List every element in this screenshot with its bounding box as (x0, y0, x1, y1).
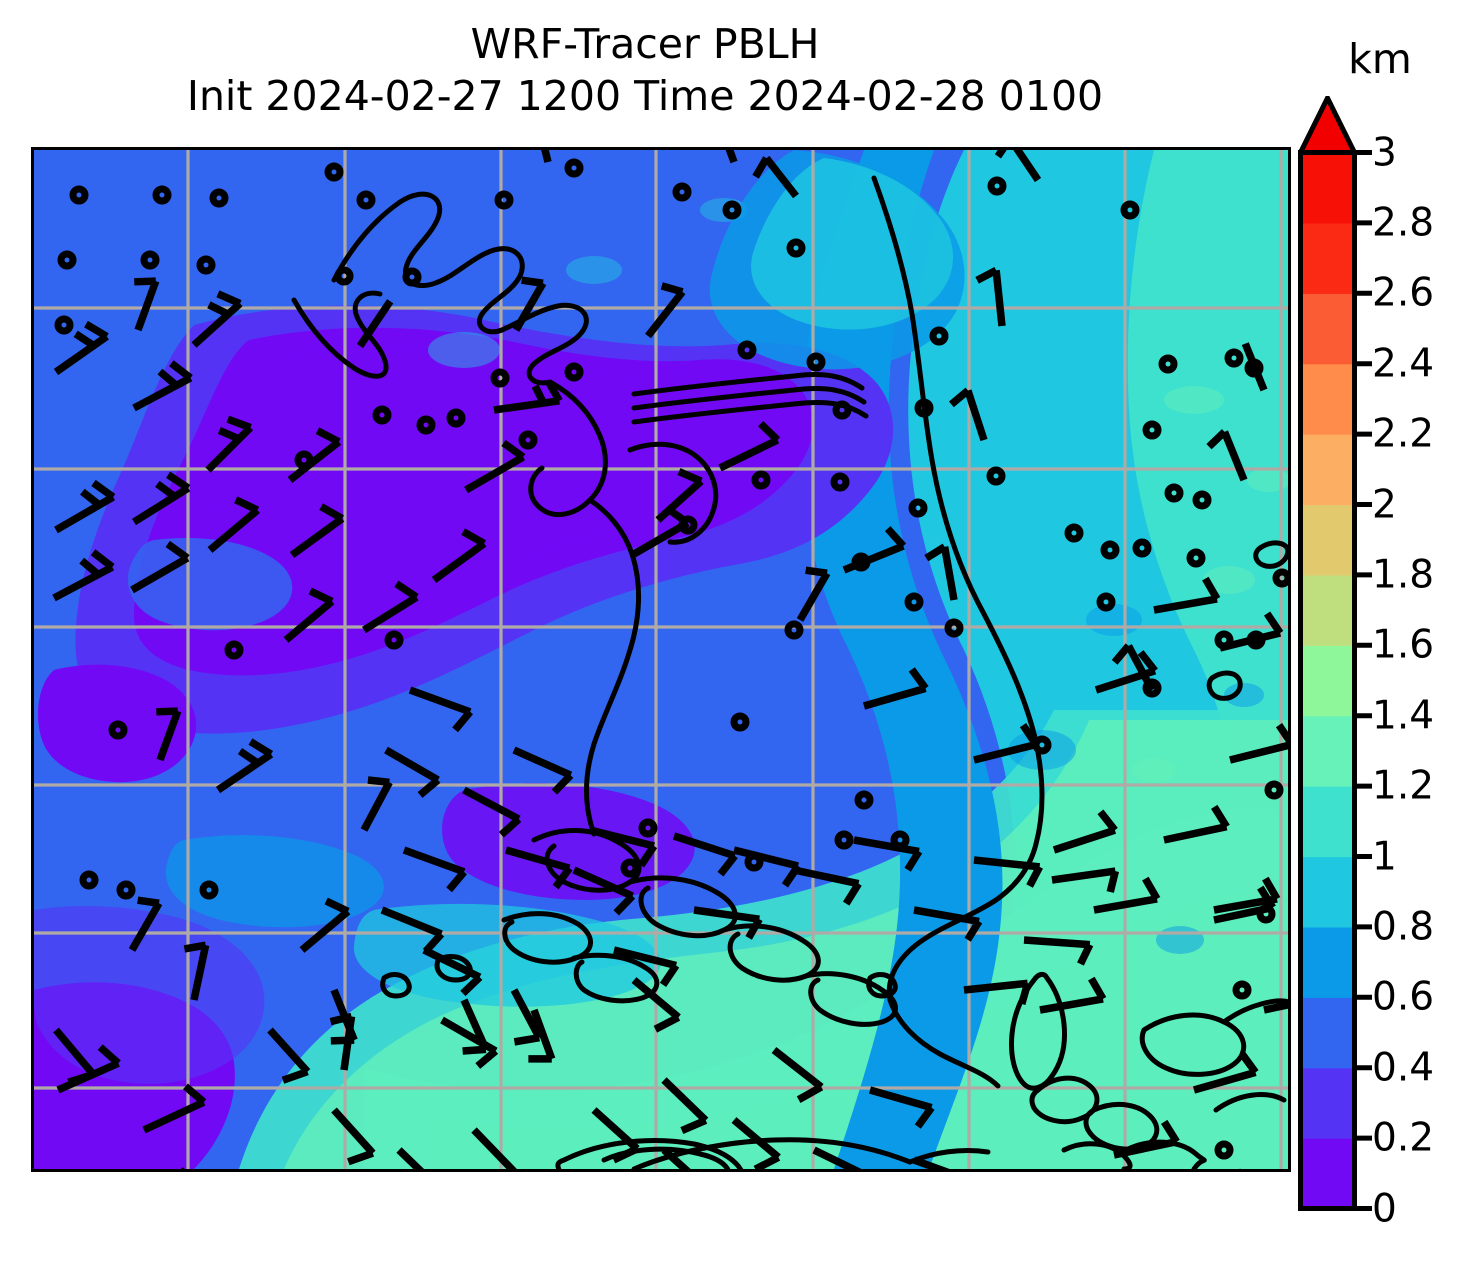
colorbar-tick-label: 2.6 (1372, 270, 1435, 316)
colorbar-band (1300, 645, 1355, 717)
title-line-secondary: Init 2024-02-27 1200 Time 2024-02-28 010… (186, 72, 1104, 121)
colorbar-tick-label: 1.4 (1372, 693, 1435, 739)
colorbar-tick-label: 1 (1372, 834, 1397, 879)
colorbar-tick-label: 3 (1372, 130, 1397, 175)
colorbar-tick-label: 0.8 (1372, 904, 1435, 950)
colorbar-band (1300, 434, 1355, 506)
wind-barb-overlay (52, 150, 1288, 1169)
colorbar-unit-label: km (1348, 35, 1412, 83)
colorbar-band (1300, 504, 1355, 576)
colorbar-band (1300, 222, 1355, 294)
colorbar-band (1300, 926, 1355, 998)
colorbar-band (1300, 715, 1355, 787)
colorbar-band (1300, 363, 1355, 435)
colorbar-ticks (1354, 150, 1372, 1211)
coastline-overlay (291, 175, 1288, 1169)
colorbar-band (1300, 1067, 1355, 1139)
colorbar-band (1300, 152, 1355, 224)
colorbar-tick-label: 0 (1372, 1186, 1397, 1231)
colorbar-tick-label: 2.4 (1372, 341, 1435, 387)
colorbar-band (1300, 856, 1355, 928)
colorbar-bands (1300, 152, 1355, 1210)
map-canvas (34, 150, 1288, 1169)
colorbar-tick-label: 1.8 (1372, 552, 1435, 598)
colorbar-tick-label: 2 (1372, 482, 1397, 527)
colorbar-tick-label: 2.8 (1372, 200, 1435, 246)
colorbar-band (1300, 574, 1355, 646)
colorbar-canvas (1298, 96, 1372, 1211)
chart-title: WRF-Tracer PBLH Init 2024-02-27 1200 Tim… (0, 18, 1290, 123)
colorbar-extend-arrow (1298, 96, 1359, 155)
colorbar-tick-label: 0.2 (1372, 1115, 1435, 1161)
lat-lon-gridlines (34, 150, 1288, 1169)
title-line-primary: WRF-Tracer PBLH (470, 20, 820, 68)
pblh-contour-fill (34, 150, 1288, 1169)
colorbar[interactable] (1298, 96, 1468, 1216)
colorbar-tick-label: 0.4 (1372, 1045, 1435, 1091)
colorbar-band (1300, 786, 1355, 858)
colorbar-band (1300, 293, 1355, 365)
map-plot-area (31, 147, 1291, 1172)
colorbar-band (1300, 997, 1355, 1069)
colorbar-tick-label: 1.2 (1372, 763, 1435, 809)
colorbar-band (1300, 1138, 1355, 1210)
colorbar-tick-label: 2.2 (1372, 411, 1435, 457)
colorbar-tick-label: 1.6 (1372, 622, 1435, 668)
colorbar-tick-label: 0.6 (1372, 974, 1435, 1020)
